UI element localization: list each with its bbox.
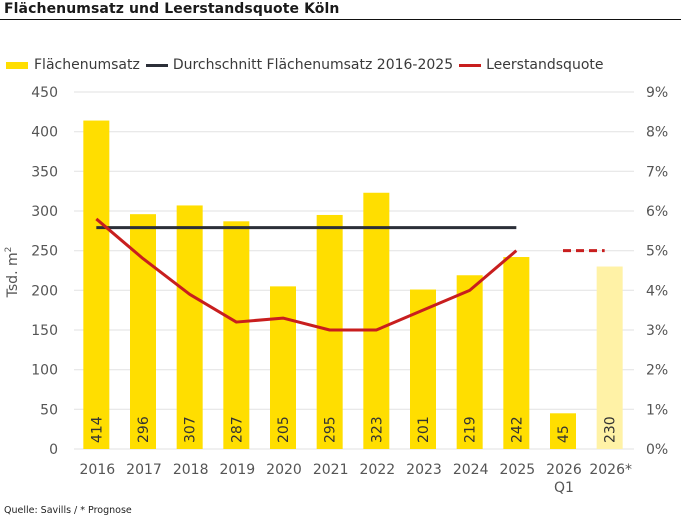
y-tick-label: 100 bbox=[31, 363, 58, 379]
bar bbox=[270, 286, 296, 449]
legend-label: Leerstandsquote bbox=[486, 57, 604, 73]
bar bbox=[130, 214, 156, 449]
y-tick-label: 0 bbox=[49, 442, 58, 458]
y2-tick-label: 4% bbox=[646, 283, 668, 299]
legend-item-leerstandsquote: Leerstandsquote bbox=[459, 57, 604, 73]
bar-data-labels: 414 296 307 287 205 295 323 201 219 242 45 230 bbox=[89, 416, 618, 443]
x-tick-label: 2019 bbox=[220, 462, 256, 478]
bar bbox=[503, 257, 530, 449]
legend-item-durchschnitt: Durchschnitt Flächenumsatz 2016-2025 bbox=[145, 57, 454, 73]
source-note: Quelle: Savills / * Prognose bbox=[4, 505, 132, 516]
y-tick-label: 300 bbox=[31, 204, 58, 220]
line-series bbox=[95, 217, 605, 332]
title-underline bbox=[0, 19, 681, 20]
bar-value-label: 323 bbox=[369, 416, 385, 443]
y-tick-label: 150 bbox=[31, 323, 58, 339]
bar-series bbox=[83, 120, 623, 449]
y2-tick-label: 6% bbox=[646, 204, 668, 220]
legend-label: Flächenumsatz bbox=[34, 57, 140, 73]
bar bbox=[176, 205, 203, 449]
bar bbox=[410, 289, 436, 449]
y-tick-label: 450 bbox=[31, 85, 58, 101]
y2-tick-label: 5% bbox=[646, 244, 668, 260]
y-axis-title: Tsd. m2 bbox=[4, 247, 21, 299]
y-axis-left: 0 50 100 150 200 250 300 350 400 450 bbox=[31, 85, 58, 458]
y2-tick-label: 9% bbox=[646, 85, 668, 101]
x-tick-label: 2016 bbox=[80, 462, 116, 478]
y-tick-label: 400 bbox=[31, 125, 58, 141]
x-axis: 2016 2017 2018 2019 2020 2021 2022 2023 2024 2025… bbox=[80, 462, 632, 496]
legend-item-flaechenumsatz: Flächenumsatz bbox=[6, 57, 140, 73]
legend-swatch-bar bbox=[6, 61, 28, 69]
x-tick-label: 2025 bbox=[500, 462, 536, 478]
vacancy-rate-line bbox=[95, 217, 518, 332]
x-tick-label: 2022 bbox=[360, 462, 396, 478]
bar bbox=[316, 214, 343, 449]
y2-tick-label: 3% bbox=[646, 323, 668, 339]
legend-swatch-vacancy-line bbox=[459, 63, 482, 67]
bar-value-label: 287 bbox=[229, 416, 245, 443]
y2-tick-label: 2% bbox=[646, 363, 668, 379]
y2-tick-label: 0% bbox=[646, 442, 668, 458]
x-tick-label: 2018 bbox=[173, 462, 209, 478]
bar bbox=[456, 275, 483, 449]
bar-value-label: 205 bbox=[276, 416, 292, 443]
legend-label: Durchschnitt Flächenumsatz 2016-2025 bbox=[172, 57, 454, 73]
x-tick-label: 2017 bbox=[126, 462, 162, 478]
legend-swatch-average-line bbox=[145, 63, 168, 67]
x-tick-label: 2021 bbox=[313, 462, 349, 478]
bar bbox=[83, 120, 110, 449]
chart-title: Flächenumsatz und Leerstandsquote Köln bbox=[4, 1, 340, 17]
bar bbox=[223, 221, 250, 449]
bar-value-label: 219 bbox=[463, 416, 479, 443]
bar bbox=[596, 266, 623, 449]
bar-value-label: 230 bbox=[603, 416, 619, 443]
y-tick-label: 50 bbox=[40, 402, 58, 418]
bar-value-label: 201 bbox=[416, 416, 432, 443]
y-axis-label: Tsd. m2 bbox=[4, 247, 21, 299]
bar-value-label: 295 bbox=[323, 416, 339, 443]
bar-value-label: 307 bbox=[183, 416, 199, 443]
y-tick-label: 350 bbox=[31, 164, 58, 180]
bar-value-label: 45 bbox=[556, 425, 572, 443]
x-tick-label: 2024 bbox=[453, 462, 489, 478]
y2-tick-label: 1% bbox=[646, 402, 668, 418]
bar-value-label: 242 bbox=[509, 416, 525, 443]
y-tick-label: 250 bbox=[31, 244, 58, 260]
x-tick-label: Q1 bbox=[554, 480, 574, 496]
bar-value-label: 414 bbox=[89, 416, 105, 443]
bar bbox=[550, 413, 576, 449]
x-tick-label: 2026* bbox=[589, 462, 632, 478]
legend: Flächenumsatz Durchschnitt Flächenumsatz… bbox=[6, 55, 610, 75]
y2-tick-label: 7% bbox=[646, 164, 668, 180]
y-axis-right: 0% 1% 2% 3% 4% 5% 6% 7% 8% 9% bbox=[646, 85, 668, 458]
y2-tick-label: 8% bbox=[646, 125, 668, 141]
x-tick-label: 2023 bbox=[406, 462, 442, 478]
bar-value-label: 296 bbox=[136, 416, 152, 443]
y-axis-label-superscript: 2 bbox=[4, 247, 14, 253]
x-tick-label: 2026 bbox=[546, 462, 582, 478]
x-tick-label: 2020 bbox=[266, 462, 302, 478]
gridlines bbox=[74, 91, 634, 450]
bar bbox=[363, 192, 390, 449]
y-tick-label: 200 bbox=[31, 283, 58, 299]
